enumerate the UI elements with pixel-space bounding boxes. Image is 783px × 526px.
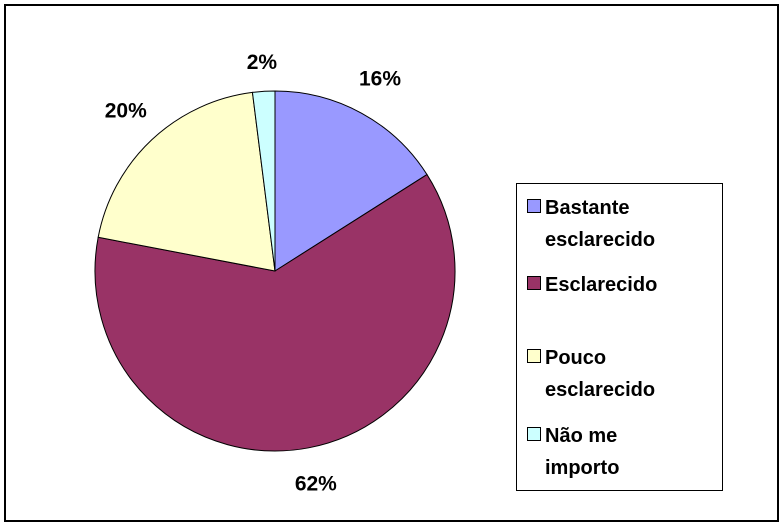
chart-frame	[4, 4, 779, 522]
legend-swatch	[527, 349, 541, 363]
legend-item: Bastante esclarecido	[527, 192, 717, 256]
pie-slice	[274, 90, 428, 272]
legend-item: Não me importo	[527, 420, 717, 484]
legend-label: Não me importo	[545, 425, 620, 479]
legend-label: Esclarecido	[545, 274, 658, 296]
pie-slice	[251, 90, 276, 272]
data-label: 62%	[295, 473, 337, 496]
legend-swatch	[527, 199, 541, 213]
legend-item: Esclarecido	[527, 269, 717, 301]
legend-item: Pouco esclarecido	[527, 342, 717, 406]
legend-label: Pouco esclarecido	[545, 347, 656, 401]
data-label: 20%	[105, 100, 147, 123]
data-label: 16%	[359, 68, 401, 91]
legend: Bastante esclarecido Esclarecido Pouco esc…	[516, 183, 723, 491]
pie-slice	[94, 173, 456, 452]
legend-label: Bastante esclarecido	[545, 197, 656, 251]
legend-swatch	[527, 276, 541, 290]
legend-swatch	[527, 427, 541, 441]
pie-slice	[97, 91, 276, 272]
data-label: 2%	[247, 51, 278, 74]
